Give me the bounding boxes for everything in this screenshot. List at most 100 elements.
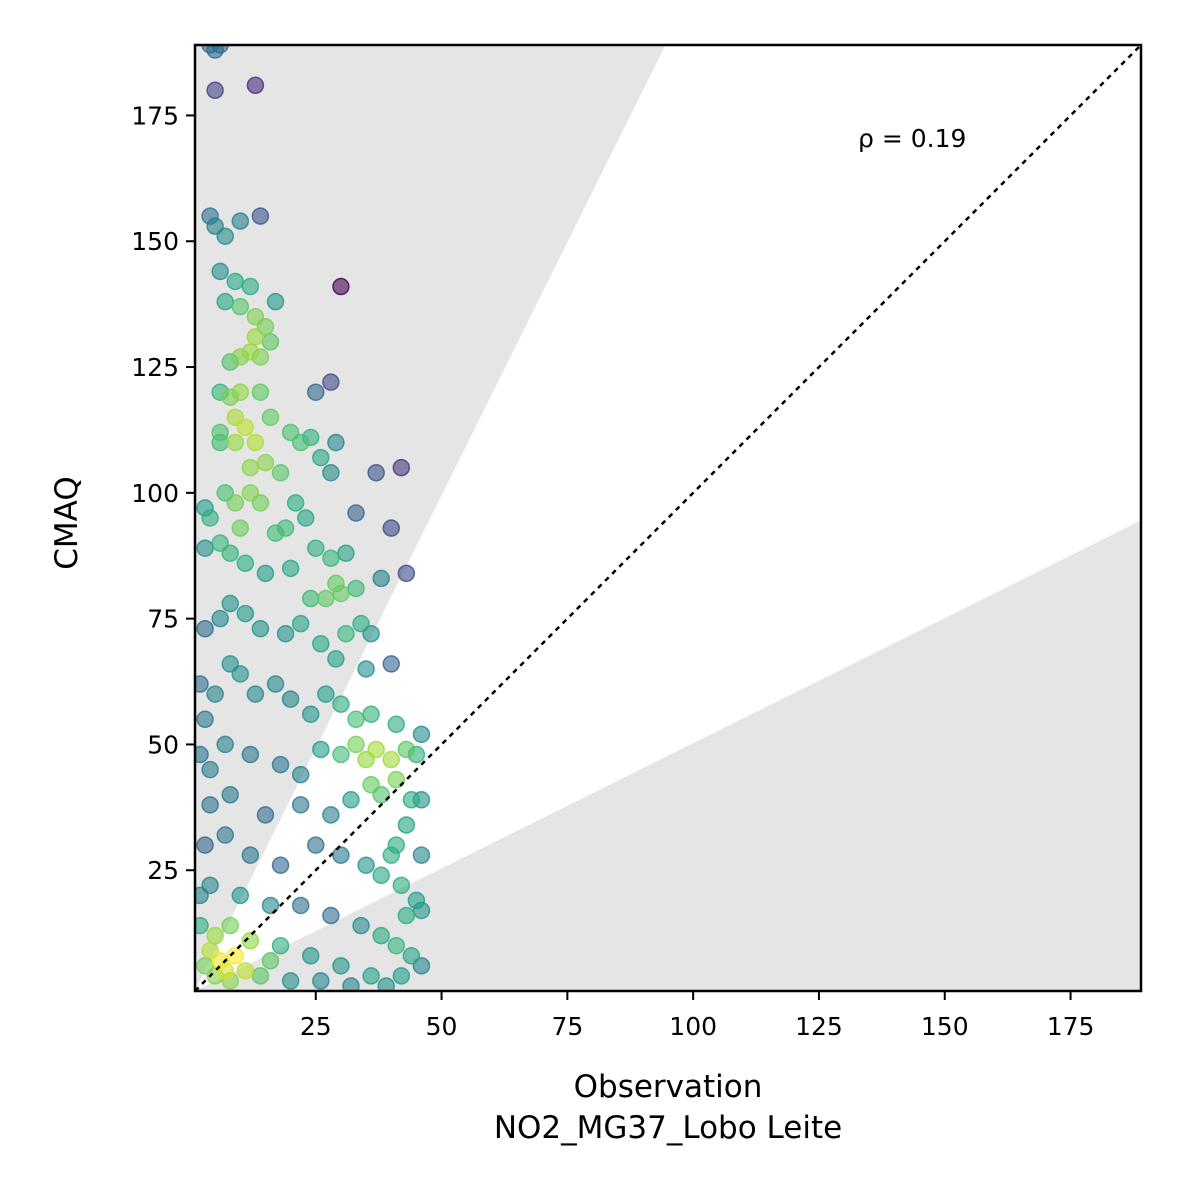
data-point: [256, 453, 275, 472]
data-point: [352, 614, 370, 633]
y-tick-label: 75: [147, 605, 179, 634]
data-point: [296, 509, 315, 527]
data-point: [226, 947, 245, 965]
data-point: [322, 549, 340, 568]
data-point: [211, 609, 229, 628]
data-point: [261, 896, 280, 915]
x-tick-label: 25: [300, 1012, 332, 1041]
x-tick-label: 75: [551, 1012, 583, 1041]
data-point: [372, 569, 390, 588]
data-point: [291, 796, 310, 814]
data-point: [362, 705, 380, 723]
data-point: [322, 373, 340, 391]
data-point: [347, 710, 365, 729]
data-point: [332, 277, 350, 296]
data-point: [332, 957, 350, 975]
data-point: [251, 383, 270, 401]
data-point: [266, 675, 285, 693]
data-point: [291, 896, 310, 915]
data-point: [231, 383, 250, 401]
data-point: [397, 564, 416, 583]
data-point: [226, 494, 245, 512]
data-point: [276, 624, 295, 643]
data-point: [317, 589, 335, 608]
data-point: [266, 524, 285, 542]
data-point: [392, 876, 411, 895]
data-point: [201, 760, 219, 779]
data-point: [372, 866, 390, 885]
data-point: [281, 972, 300, 990]
data-point: [261, 333, 280, 351]
data-point: [241, 277, 260, 296]
data-point: [312, 448, 330, 467]
data-point: [402, 791, 421, 809]
data-point: [357, 856, 375, 874]
x-tick-label: 50: [426, 1012, 458, 1041]
data-point: [397, 740, 416, 759]
data-point: [246, 307, 265, 326]
data-point: [307, 836, 325, 854]
data-point: [251, 207, 270, 225]
data-point: [196, 619, 214, 638]
data-point: [271, 856, 290, 874]
data-point: [382, 750, 400, 769]
data-point: [281, 559, 300, 578]
y-axis-label: CMAQ: [49, 476, 85, 569]
y-tick-label: 125: [131, 353, 179, 382]
data-point: [332, 846, 350, 864]
data-point: [216, 826, 234, 844]
x-tick-label: 100: [669, 1012, 717, 1041]
data-point: [332, 745, 350, 764]
data-point: [256, 564, 275, 583]
y-axis-ticks: 25 50 75 100 125 150 175: [131, 101, 195, 885]
x-tick-label: 125: [795, 1012, 843, 1041]
data-point: [412, 846, 431, 864]
data-point: [281, 423, 300, 442]
data-point: [201, 876, 219, 895]
plot-area: [195, 45, 1141, 991]
y-tick-label: 175: [131, 101, 179, 130]
data-point: [382, 519, 400, 537]
data-point: [397, 816, 416, 834]
data-point: [256, 806, 275, 824]
data-point: [241, 458, 260, 477]
data-point: [322, 906, 340, 925]
data-point: [226, 433, 245, 452]
data-point: [402, 947, 421, 965]
data-point: [322, 463, 340, 482]
data-point: [347, 735, 365, 754]
data-point: [352, 916, 370, 935]
data-point: [281, 690, 300, 708]
data-point: [392, 458, 411, 477]
data-point: [251, 967, 270, 985]
data-point: [387, 936, 406, 955]
data-point: [246, 685, 265, 703]
data-point: [347, 504, 365, 522]
factor-of-2-bands: [195, 45, 1141, 991]
data-point: [332, 584, 350, 603]
data-points: [195, 45, 431, 991]
data-point: [195, 675, 209, 693]
upper-band: [195, 45, 666, 991]
data-point: [216, 227, 234, 245]
data-point: [382, 846, 400, 864]
data-point: [236, 554, 255, 573]
y-tick-label: 100: [131, 479, 179, 508]
data-point: [195, 745, 209, 764]
data-point: [397, 906, 416, 925]
data-point: [382, 655, 400, 673]
data-point: [377, 977, 395, 991]
data-point: [221, 916, 239, 935]
data-point: [286, 494, 305, 512]
data-point: [372, 926, 390, 945]
data-point: [332, 695, 350, 713]
data-point: [201, 796, 219, 814]
data-point: [387, 770, 406, 789]
data-point: [392, 967, 411, 985]
data-point: [362, 775, 380, 794]
data-point: [266, 292, 285, 311]
data-point: [271, 463, 290, 482]
data-point: [301, 705, 320, 723]
x-axis-ticks: 25 50 75 100 125 150 175: [300, 991, 1094, 1041]
data-point: [362, 967, 380, 985]
